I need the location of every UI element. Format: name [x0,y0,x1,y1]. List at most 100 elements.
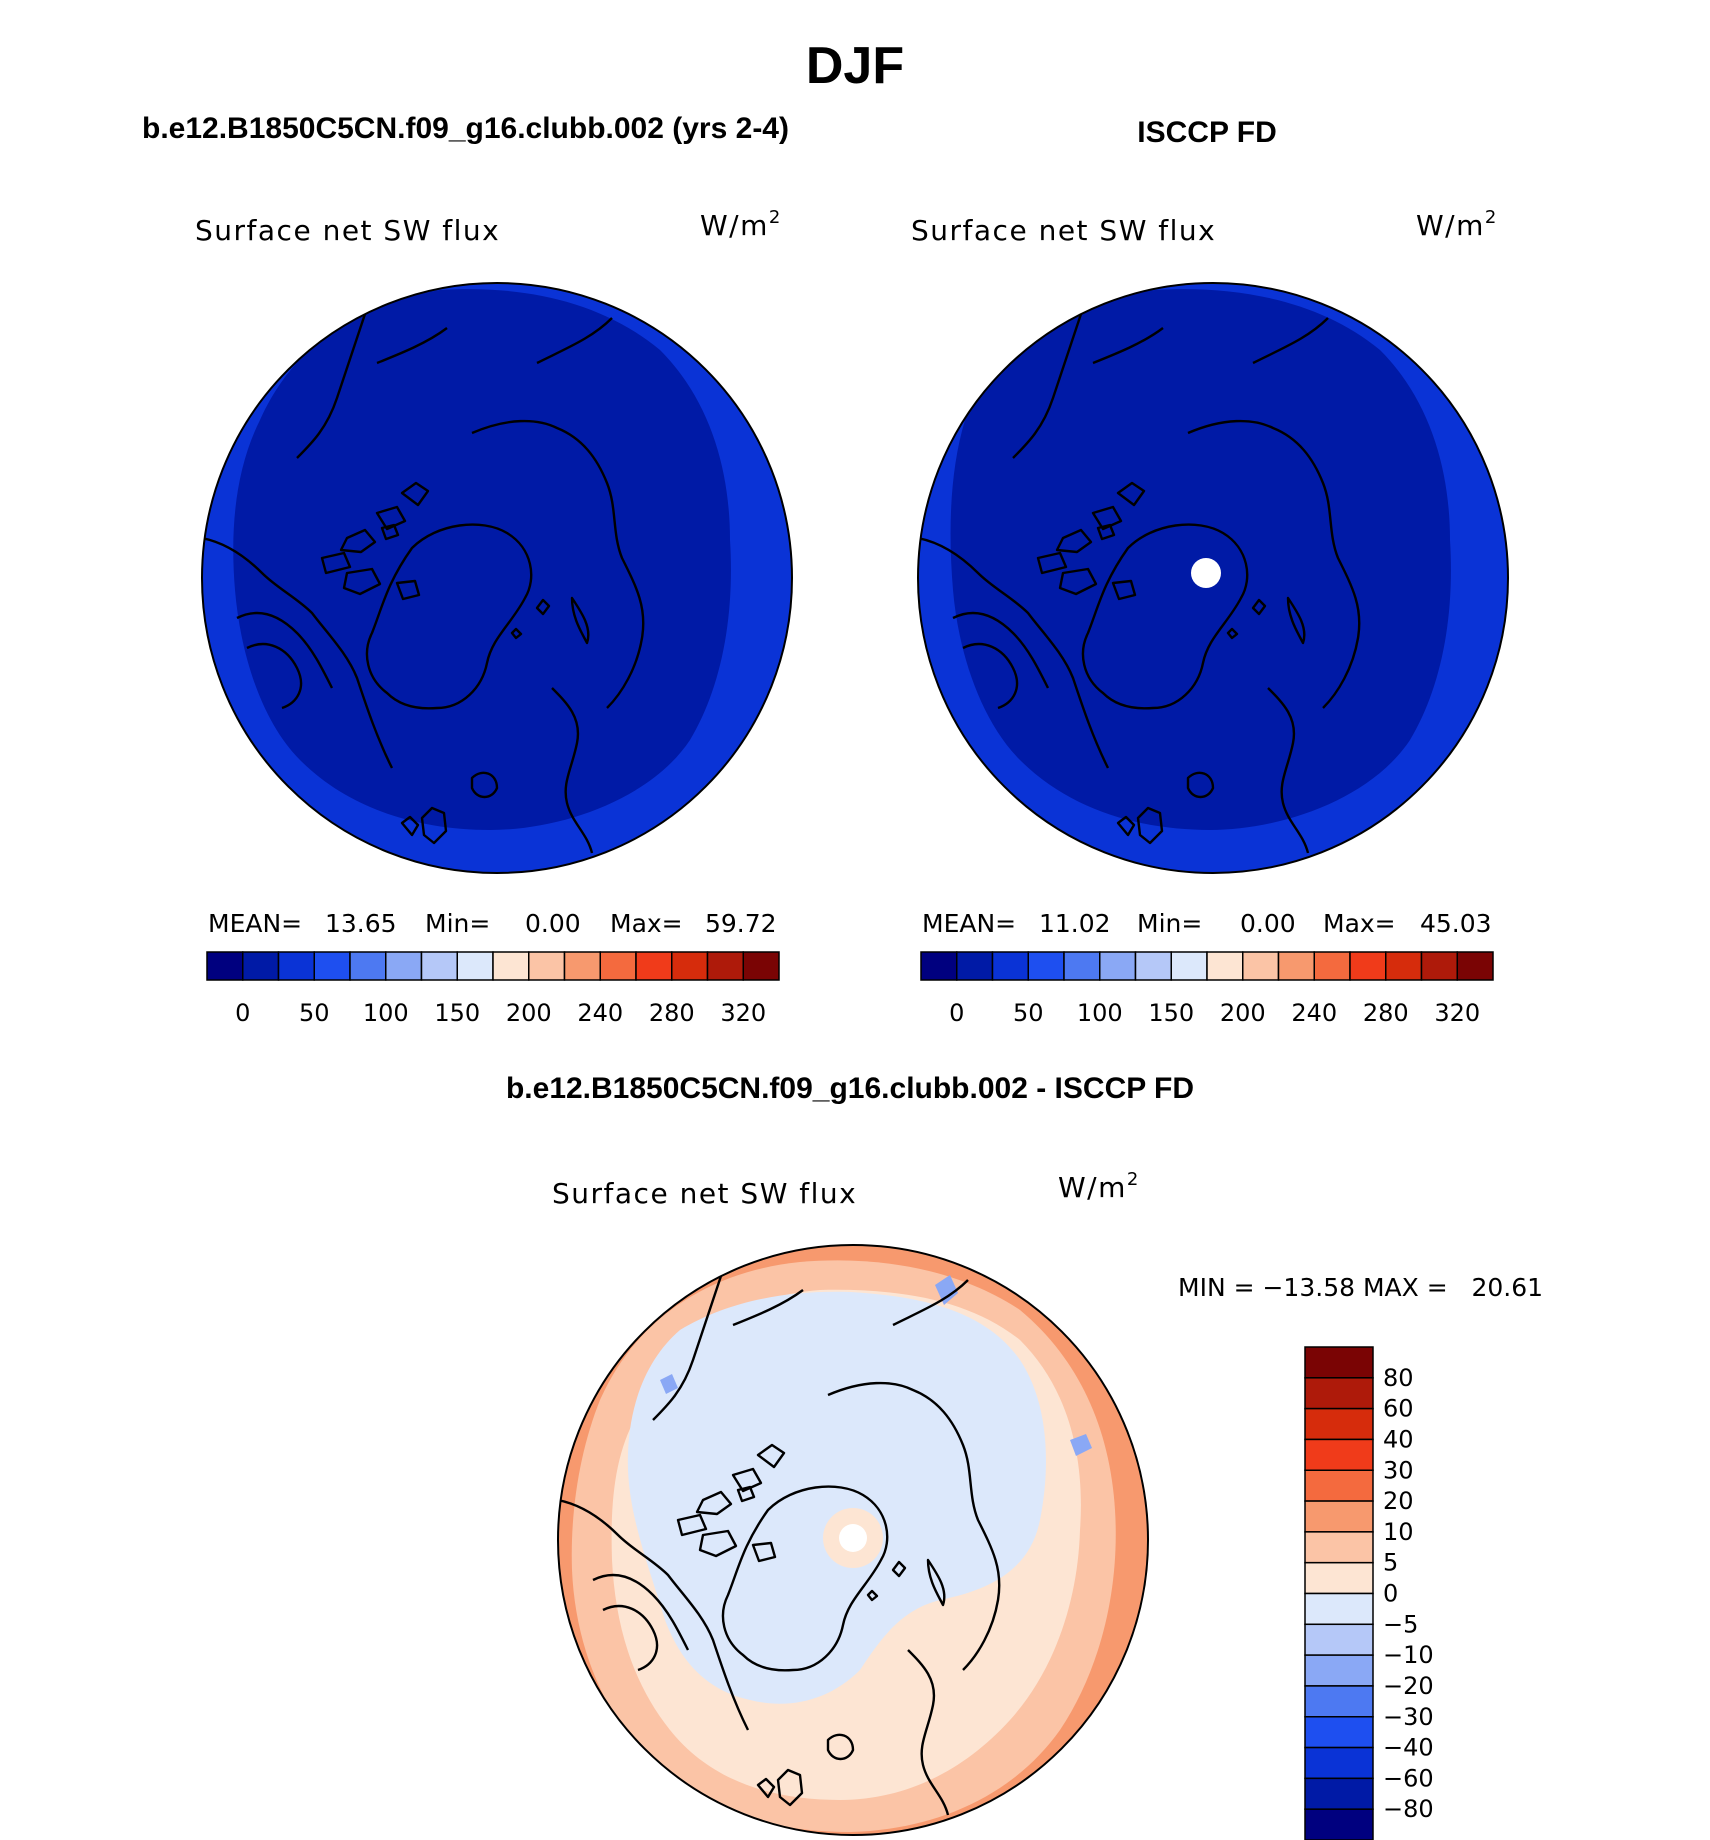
left-min-label: Min= [425,909,490,938]
left-colorbar-box [706,951,744,981]
diff-colorbar-tick-label: −40 [1383,1734,1434,1762]
diff-colorbar-box [1304,1531,1374,1564]
right-colorbar: 0 50 100 150 200 240 280 320 [920,951,1494,1027]
right-map-panel: Surface net SW flux W/m2 MEAN= 11.02 Min… [911,207,1509,1027]
right-map-missing-pole [1191,558,1221,588]
right-colorbar-box [1206,951,1244,981]
diff-panel-subtitle: b.e12.B1850C5CN.f09_g16.clubb.002 - ISCC… [506,1072,1194,1105]
left-colorbar-box [671,951,709,981]
left-colorbar-tick-label: 150 [434,999,480,1027]
right-colorbar-box [1063,951,1101,981]
left-map-panel: Surface net SW flux W/m2 MEAN= 13.65 Min… [195,207,793,1027]
right-colorbar-box [1349,951,1387,981]
right-colorbar-box [1134,951,1172,981]
left-panel-subtitle: b.e12.B1850C5CN.f09_g16.clubb.002 (yrs 2… [142,112,789,145]
diff-colorbar-tick-label: 10 [1383,1518,1414,1546]
right-colorbar-box [1420,951,1458,981]
diff-colorbar-box [1304,1777,1374,1810]
right-panel-subtitle: ISCCP FD [1137,116,1276,149]
left-max-value: 59.72 [705,909,777,938]
right-map-border [917,282,1509,874]
diff-colorbar-tick-label: 60 [1383,1395,1414,1423]
left-colorbar-tick-label: 100 [363,999,409,1027]
diff-colorbar-box [1304,1716,1374,1749]
diff-colorbar-box [1304,1592,1374,1626]
left-colorbar-box [385,951,423,981]
left-units-label: W/m2 [700,207,782,242]
left-polar-map [202,283,792,873]
left-colorbar-tick-label: 320 [720,999,766,1027]
left-variable-label: Surface net SW flux [195,214,500,247]
right-min-label: Min= [1137,909,1202,938]
left-map-inner-fill [233,289,731,830]
diff-colorbar-tick-label: 30 [1383,1456,1414,1484]
diff-colorbar-box [1304,1561,1374,1595]
right-colorbar-box [920,951,958,981]
right-units-label: W/m2 [1416,207,1498,242]
right-colorbar-box [956,951,994,981]
right-polar-map [918,283,1508,873]
right-colorbar-box [1277,951,1315,981]
diff-colorbar-box [1304,1438,1374,1471]
right-colorbar-tick-label: 150 [1148,999,1194,1027]
diff-map-border [557,1244,1149,1836]
diff-map-panel: Surface net SW flux W/m2 MIN = −13.58 MA… [552,1169,1543,1840]
diff-map-blue-patch-3 [660,1374,678,1394]
diff-colorbar-box [1304,1500,1374,1533]
left-colorbar-box [420,951,458,981]
right-colorbar-box [991,951,1029,981]
right-colorbar-tick-label: 320 [1434,999,1480,1027]
right-colorbar-box [1242,951,1280,981]
left-colorbar-box [528,951,566,981]
diff-colorbar-box [1304,1469,1374,1502]
diff-colorbar-box [1304,1654,1374,1687]
diff-colorbar-box [1304,1746,1374,1780]
right-colorbar-box [1170,951,1208,981]
left-colorbar: 0 50 100 150 200 240 280 320 [206,951,780,1027]
diff-map-missing-pole [839,1524,867,1552]
diff-colorbar-box [1304,1346,1374,1379]
left-min-value: 0.00 [525,909,581,938]
right-colorbar-box [1313,951,1351,981]
diff-colorbar-tick-label: −5 [1383,1610,1418,1638]
diff-colorbar-tick-label: −30 [1383,1703,1434,1731]
diff-colorbar-tick-label: −20 [1383,1672,1434,1700]
right-max-value: 45.03 [1420,909,1492,938]
left-colorbar-box [313,951,351,981]
right-colorbar-tick-label: 50 [1013,999,1044,1027]
left-map-border [201,282,793,874]
left-colorbar-box [599,951,637,981]
diff-colorbar-tick-label: 20 [1383,1487,1414,1515]
right-mean-value: 11.02 [1039,909,1111,938]
left-max-label: Max= [610,909,683,938]
diff-colorbar-box [1304,1808,1374,1840]
diff-colorbar-box [1304,1377,1374,1410]
diff-colorbar-box [1304,1685,1374,1718]
right-stats-line: MEAN= 11.02 Min= 0.00 Max= 45.03 [922,909,1492,938]
left-colorbar-tick-label: 50 [299,999,330,1027]
diff-colorbar-tick-label: −10 [1383,1641,1434,1669]
right-colorbar-box [1099,951,1137,981]
right-colorbar-box [1027,951,1065,981]
diff-colorbar-box [1304,1623,1374,1656]
right-colorbar-tick-label: 240 [1291,999,1337,1027]
diff-units-label: W/m2 [1058,1169,1140,1204]
left-mean-label: MEAN= [208,909,302,938]
left-colorbar-tick-label: 200 [506,999,552,1027]
left-stats-line: MEAN= 13.65 Min= 0.00 Max= 59.72 [208,909,777,938]
right-variable-label: Surface net SW flux [911,214,1216,247]
right-colorbar-box [1385,951,1423,981]
right-min-value: 0.00 [1240,909,1296,938]
left-colorbar-box [206,951,244,981]
left-colorbar-box [742,951,780,981]
left-colorbar-tick-label: 280 [649,999,695,1027]
right-colorbar-tick-label: 0 [949,999,964,1027]
left-colorbar-box [349,951,387,981]
right-colorbar-tick-label: 100 [1077,999,1123,1027]
figure-title: DJF [806,37,904,95]
left-colorbar-tick-label: 0 [235,999,250,1027]
left-colorbar-box [492,951,530,981]
left-colorbar-tick-label: 240 [577,999,623,1027]
